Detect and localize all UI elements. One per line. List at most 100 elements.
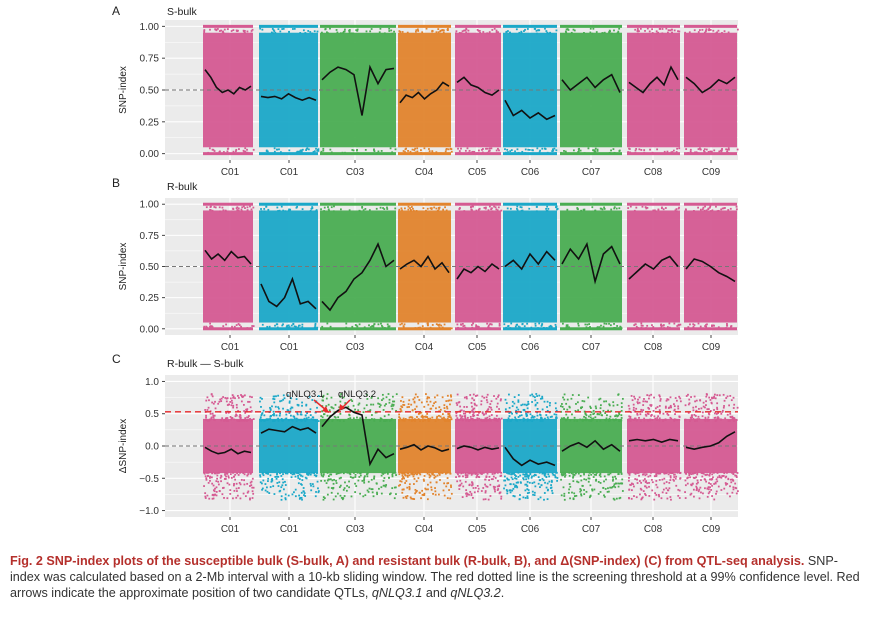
snp-point [212, 489, 215, 492]
snp-point [638, 148, 641, 151]
snp-point [514, 418, 517, 421]
snp-point [296, 413, 299, 416]
snp-point [504, 484, 507, 487]
snp-point [320, 474, 323, 477]
snp-point [218, 471, 221, 474]
snp-point [693, 395, 696, 398]
snp-point [605, 417, 608, 420]
snp-point [442, 208, 445, 211]
snp-point [475, 476, 478, 479]
snp-point [513, 495, 516, 498]
snp-point [656, 148, 659, 151]
snp-point [429, 400, 432, 403]
snp-point [309, 482, 312, 485]
snp-point [231, 417, 233, 419]
snp-point [522, 496, 525, 499]
snp-point [539, 420, 542, 422]
snp-point [534, 324, 537, 327]
snp-point [462, 412, 465, 415]
snp-point [620, 417, 623, 419]
snp-point [723, 30, 726, 33]
snp-point [208, 497, 211, 500]
snp-point [504, 148, 506, 151]
snp-point [363, 481, 366, 484]
snp-point [497, 394, 500, 397]
snp-point [457, 147, 459, 150]
snp-point [250, 484, 253, 487]
snp-point [702, 472, 705, 475]
snp-point [401, 478, 404, 480]
snp-point [363, 326, 366, 329]
snp-point [476, 419, 479, 422]
snp-point [634, 149, 637, 152]
snp-point [345, 489, 348, 492]
snp-point [480, 400, 483, 403]
snp-point [458, 475, 461, 478]
snp-point [644, 492, 646, 495]
snp-point [633, 495, 635, 497]
snp-point [568, 405, 571, 408]
snp-point [658, 479, 661, 481]
snp-point [708, 490, 711, 493]
snp-point [427, 417, 430, 420]
snp-point [383, 327, 386, 329]
snp-point [370, 397, 373, 399]
snp-point [707, 416, 710, 419]
snp-point [717, 416, 719, 419]
snp-point [677, 407, 680, 410]
snp-point [350, 32, 353, 35]
snp-point [589, 31, 592, 34]
snp-point [368, 419, 371, 421]
snp-point [703, 418, 706, 421]
snp-point [717, 29, 720, 32]
snp-point [289, 418, 292, 421]
y-tick-label: 0.50 [140, 262, 160, 273]
snp-point [521, 323, 524, 326]
snp-point [613, 29, 615, 32]
snp-point [448, 399, 451, 402]
snp-point [218, 400, 221, 403]
snp-point [638, 416, 640, 419]
snp-point [702, 405, 705, 408]
snp-point [227, 411, 230, 414]
y-tick-label: 0.00 [140, 324, 160, 335]
snp-point [489, 419, 492, 422]
snp-point [204, 409, 207, 411]
snp-point [316, 472, 318, 474]
snp-point [487, 498, 490, 501]
snp-point [697, 415, 700, 418]
snp-point [603, 206, 605, 209]
snp-point [320, 473, 323, 475]
snp-point [418, 399, 421, 401]
snp-point [628, 415, 631, 418]
snp-point [644, 481, 647, 484]
snp-point [551, 415, 553, 418]
snp-point [588, 415, 590, 418]
snp-point [566, 398, 569, 401]
snp-point [725, 475, 728, 478]
snp-point [493, 417, 496, 420]
snp-point [670, 406, 672, 409]
snp-point [473, 402, 476, 405]
snp-point [648, 485, 650, 488]
snp-point [713, 149, 716, 152]
snp-point [305, 148, 308, 150]
snp-point [215, 486, 218, 489]
snp-point [730, 481, 733, 484]
snp-point [277, 394, 280, 397]
snp-point [203, 325, 206, 328]
snp-point [563, 417, 565, 419]
snp-point [656, 471, 659, 474]
snp-point [323, 479, 326, 482]
snp-point [234, 397, 236, 400]
snp-point [287, 494, 290, 497]
sliding-window-line-5 [456, 76, 500, 96]
snp-point [628, 472, 631, 475]
snp-point [288, 401, 291, 404]
snp-point [241, 210, 243, 213]
snp-point [250, 208, 253, 211]
snp-point [678, 418, 681, 421]
snp-point [299, 32, 302, 34]
snp-point [699, 325, 702, 328]
snp-point [392, 403, 395, 406]
